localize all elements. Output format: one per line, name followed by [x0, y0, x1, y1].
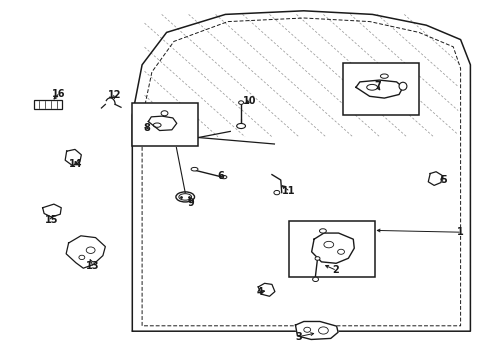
Text: 1: 1	[457, 227, 464, 237]
Ellipse shape	[239, 101, 244, 104]
Polygon shape	[66, 236, 105, 268]
Text: 4: 4	[256, 287, 263, 297]
Polygon shape	[356, 80, 403, 98]
Bar	[343, 63, 419, 115]
Text: 12: 12	[108, 90, 122, 100]
Ellipse shape	[324, 241, 334, 248]
Ellipse shape	[315, 257, 320, 260]
Ellipse shape	[399, 82, 407, 90]
Ellipse shape	[274, 190, 280, 195]
Ellipse shape	[237, 123, 245, 129]
Ellipse shape	[367, 84, 377, 90]
Ellipse shape	[380, 74, 388, 78]
Ellipse shape	[313, 277, 318, 282]
Text: 6: 6	[217, 171, 224, 181]
Text: 13: 13	[86, 261, 100, 271]
Text: 14: 14	[69, 159, 83, 169]
Polygon shape	[428, 172, 442, 185]
Polygon shape	[258, 283, 275, 296]
Ellipse shape	[319, 229, 326, 233]
Ellipse shape	[304, 327, 311, 332]
Text: 11: 11	[282, 186, 296, 196]
Text: 2: 2	[332, 265, 339, 275]
Text: 15: 15	[45, 215, 58, 225]
Bar	[34, 100, 62, 109]
Text: 9: 9	[188, 198, 195, 208]
Text: 10: 10	[243, 96, 257, 106]
Text: 16: 16	[52, 89, 66, 99]
Text: 8: 8	[144, 123, 150, 133]
Polygon shape	[295, 321, 338, 339]
Bar	[132, 103, 198, 146]
Ellipse shape	[318, 327, 328, 334]
Ellipse shape	[338, 249, 344, 254]
Ellipse shape	[191, 167, 198, 171]
Text: 3: 3	[295, 332, 302, 342]
Text: 7: 7	[374, 81, 381, 91]
Polygon shape	[148, 116, 177, 131]
Polygon shape	[312, 233, 354, 263]
Bar	[289, 221, 375, 277]
Polygon shape	[43, 204, 61, 217]
Ellipse shape	[221, 175, 227, 179]
Polygon shape	[65, 149, 81, 166]
Text: 5: 5	[440, 175, 447, 185]
